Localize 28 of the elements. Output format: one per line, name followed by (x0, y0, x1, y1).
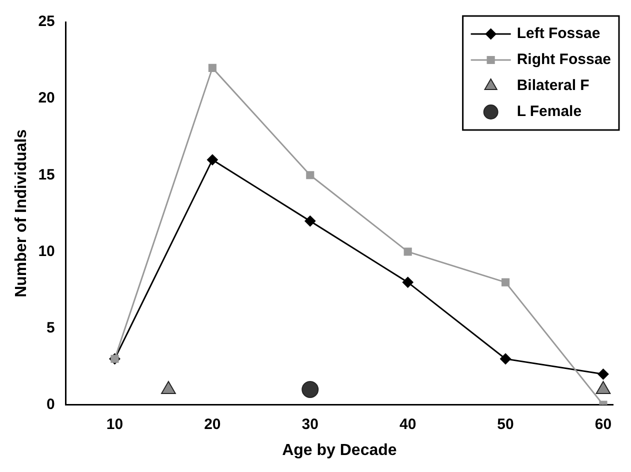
legend-label: Left Fossae (516, 25, 600, 42)
point (598, 368, 609, 380)
point (404, 248, 412, 256)
y-tick-label: 10 (38, 242, 55, 260)
y-tick-label: 25 (38, 13, 55, 30)
y-axis-title: Number of Individuals (13, 129, 30, 298)
x-tick-label: 40 (399, 416, 416, 433)
x-tick-label: 20 (204, 416, 221, 433)
y-tick-label: 15 (38, 166, 55, 184)
point (302, 380, 319, 398)
x-tick-label: 50 (497, 416, 514, 433)
point (501, 278, 510, 286)
point (306, 171, 314, 180)
legend-label: Bilateral F (516, 77, 590, 94)
y-tick-label: 0 (46, 396, 55, 413)
legend-label: Right Fossae (516, 51, 612, 68)
point (206, 154, 218, 166)
point (304, 216, 316, 227)
point (208, 64, 216, 72)
x-tick-label: 60 (594, 416, 612, 433)
x-tick-label: 10 (106, 416, 124, 433)
point (402, 276, 414, 288)
y-tick-label: 20 (38, 90, 55, 107)
point (500, 353, 512, 364)
x-axis-title: Age by Decade (282, 442, 397, 459)
x-tick-label: 30 (302, 416, 318, 433)
y-tick-label: 5 (46, 319, 55, 336)
legend-label: L Female (516, 103, 582, 120)
